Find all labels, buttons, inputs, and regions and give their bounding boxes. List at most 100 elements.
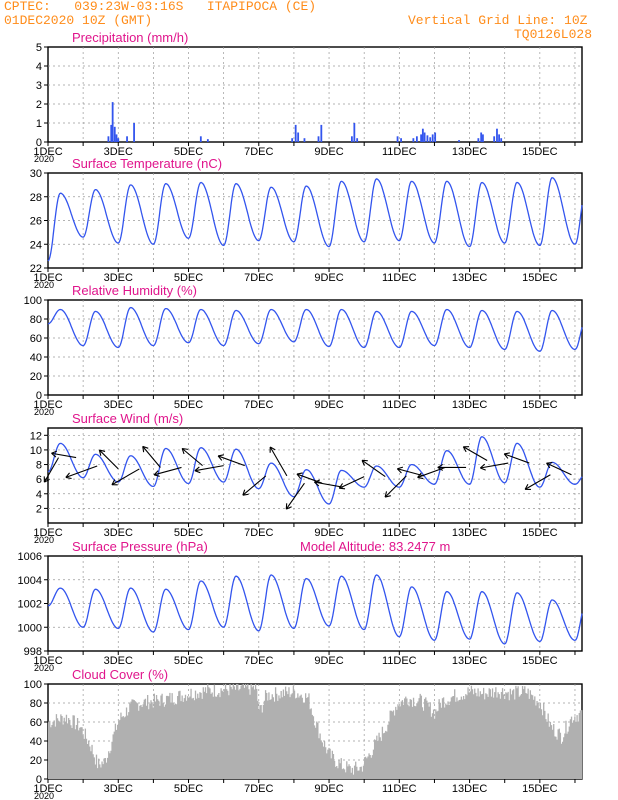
wind-arrow-head xyxy=(296,472,303,479)
precip-bar xyxy=(199,136,202,142)
precip-bar xyxy=(107,136,110,142)
x-tick-label: 9DEC xyxy=(314,272,343,284)
wind-arrow xyxy=(242,475,267,496)
y-tick-label: 2 xyxy=(36,99,42,111)
surface-temperature-nc-line xyxy=(47,177,583,262)
wind-arrow xyxy=(285,482,305,510)
precip-bar xyxy=(126,136,128,142)
x-tick-label: 9DEC xyxy=(314,399,343,411)
y-tick-label: 0 xyxy=(36,390,42,402)
cloud-cover-area xyxy=(48,684,583,779)
precip-bar xyxy=(431,134,434,142)
precip-bar xyxy=(111,102,114,142)
wind-arrow-head xyxy=(479,463,486,471)
x-tick-label: 5DEC xyxy=(174,783,203,795)
y-tick-label: 100 xyxy=(24,295,42,307)
precip-bar xyxy=(480,132,483,142)
precip-bar xyxy=(320,124,323,142)
wind-arrow-head xyxy=(285,503,292,510)
wind-arrow-head xyxy=(153,470,160,477)
precip-bar xyxy=(396,136,399,142)
wind-arrow xyxy=(463,446,488,461)
x-tick-label: 15DEC xyxy=(522,146,558,158)
x-tick-label: 3DEC xyxy=(104,783,133,795)
wind-arrow-head xyxy=(462,446,470,453)
y-tick-label: 1006 xyxy=(18,551,42,563)
y-tick-label: 60 xyxy=(30,333,42,345)
y-tick-label: 1002 xyxy=(18,599,42,611)
y-tick-label: 60 xyxy=(30,717,42,729)
wind-arrow xyxy=(384,475,407,498)
x-tick-label: 5DEC xyxy=(174,146,203,158)
wind-arrow xyxy=(546,462,572,476)
x-tick-label: 9DEC xyxy=(314,783,343,795)
precip-bar xyxy=(493,136,496,142)
precip-bar xyxy=(206,139,209,142)
precip-bar xyxy=(303,138,306,142)
wind-arrow-head xyxy=(65,472,72,480)
x-tick-label: 9DEC xyxy=(314,146,343,158)
wind-arrow xyxy=(181,448,203,467)
wind-arrow xyxy=(111,468,140,486)
header-line2-left: 01DEC2020 10Z (GMT) xyxy=(4,13,153,28)
wind-arrow-head xyxy=(194,466,201,474)
x-year-label: 2020 xyxy=(34,407,54,417)
precip-bar xyxy=(420,134,422,142)
x-tick-label: 7DEC xyxy=(244,783,273,795)
relative-humidity-frame xyxy=(47,299,583,396)
wind-arrow-head xyxy=(524,483,531,491)
precip-bar xyxy=(356,138,359,142)
wind-arrow xyxy=(524,474,551,490)
x-tick-label: 13DEC xyxy=(452,527,488,539)
x-tick-label: 15DEC xyxy=(522,272,558,284)
y-tick-label: 0 xyxy=(36,774,42,786)
relative-humidity-line xyxy=(47,306,583,352)
y-tick-label: 22 xyxy=(30,263,42,275)
wind-arrow-head xyxy=(242,489,249,496)
x-tick-label: 7DEC xyxy=(244,527,273,539)
wind-arrow xyxy=(339,476,365,489)
y-tick-label: 4 xyxy=(36,489,42,501)
y-tick-label: 40 xyxy=(30,736,42,748)
y-tick-label: 80 xyxy=(30,314,42,326)
x-tick-label: 13DEC xyxy=(452,272,488,284)
wind-arrow xyxy=(480,462,509,469)
y-tick-label: 998 xyxy=(24,646,42,658)
x-tick-label: 13DEC xyxy=(452,399,488,411)
y-tick-label: 26 xyxy=(30,216,42,228)
y-tick-label: 40 xyxy=(30,352,42,364)
wind-arrow xyxy=(314,481,344,488)
wind-arrow-head xyxy=(98,449,106,456)
wind-arrow xyxy=(269,446,288,477)
wind-arrow-head xyxy=(51,450,58,458)
wind-arrow xyxy=(153,466,182,476)
y-tick-label: 1 xyxy=(36,118,42,130)
wind-arrow-head xyxy=(503,452,511,459)
wind-arrow xyxy=(142,446,161,468)
x-tick-label: 11DEC xyxy=(382,655,417,667)
precip-bar xyxy=(400,138,402,142)
y-tick-label: 8 xyxy=(36,460,42,472)
precip-bar xyxy=(423,132,426,142)
wind-arrow-head xyxy=(361,459,368,466)
wind-arrow-head xyxy=(142,445,149,453)
surface-temperature-nc-title: Surface Temperature (nC) xyxy=(72,156,222,171)
x-tick-label: 3DEC xyxy=(104,272,133,284)
precipitation-mm-h-frame xyxy=(47,46,583,143)
x-tick-label: 15DEC xyxy=(522,527,558,539)
precip-bar xyxy=(429,137,432,142)
x-tick-label: 9DEC xyxy=(314,655,343,667)
wind-arrow-head xyxy=(269,446,276,453)
wind-arrow xyxy=(504,453,530,464)
wind-arrow-head xyxy=(437,463,444,471)
precip-bar xyxy=(500,138,503,142)
x-tick-label: 15DEC xyxy=(522,399,558,411)
x-tick-label: 7DEC xyxy=(244,655,273,667)
precip-bar xyxy=(110,124,113,142)
wind-arrow xyxy=(65,465,98,478)
x-tick-label: 13DEC xyxy=(452,146,488,158)
wind-arrow xyxy=(51,452,77,459)
y-tick-label: 80 xyxy=(30,698,42,710)
x-tick-label: 7DEC xyxy=(244,146,273,158)
